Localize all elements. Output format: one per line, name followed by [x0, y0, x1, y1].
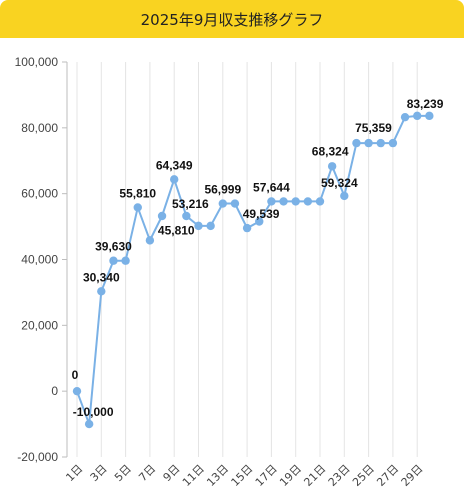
data-point [109, 256, 118, 265]
grid-layer [76, 62, 418, 457]
data-point [72, 386, 82, 396]
x-tick-label: 3日 [88, 462, 110, 484]
data-label: 83,239 [407, 97, 444, 111]
y-tick-label: 20,000 [21, 318, 58, 332]
data-point [400, 112, 410, 122]
data-label: 39,630 [95, 240, 132, 254]
axes-layer: -20,000 0 20,000 40,000 60,000 80,000 100,000 1… [15, 55, 426, 489]
data-point [425, 111, 434, 121]
data-point [291, 197, 300, 206]
series-layer [72, 111, 434, 429]
x-tick-label: 1日 [63, 462, 85, 484]
data-point [170, 175, 179, 184]
x-tick-label: 11日 [180, 462, 207, 489]
data-label: 56,999 [204, 183, 241, 197]
data-point [352, 138, 361, 148]
data-point [242, 223, 252, 233]
data-point [279, 197, 288, 206]
data-point [84, 419, 94, 429]
x-tick-label: 29日 [399, 462, 426, 489]
data-label: 68,324 [312, 144, 349, 158]
x-tick-label: 15日 [229, 462, 256, 489]
data-point [230, 199, 240, 208]
data-label: 55,810 [119, 186, 156, 200]
y-tick-label: 100,000 [15, 55, 59, 69]
x-tick-label: 7日 [136, 462, 158, 484]
data-label: 75,359 [355, 121, 392, 135]
data-point [145, 236, 155, 245]
data-point [194, 221, 203, 231]
data-point [376, 138, 385, 148]
data-point [315, 197, 325, 206]
data-point [340, 191, 349, 201]
data-point [97, 287, 106, 296]
y-tick-label: 80,000 [21, 121, 58, 135]
data-point [303, 197, 313, 206]
data-labels-layer: 0 -10,000 30,340 39,630 55,810 45,810 64,349 53… [72, 97, 444, 419]
data-label: 49,539 [243, 207, 280, 221]
data-label: 57,644 [253, 180, 290, 194]
y-tick-label: 0 [51, 384, 58, 398]
x-tick-label: 23日 [326, 462, 353, 489]
x-tick-label: 19日 [277, 462, 304, 489]
data-label: 64,349 [156, 158, 193, 172]
x-tick-label: 21日 [301, 462, 328, 489]
x-tick-label: 27日 [374, 462, 401, 489]
data-point [218, 199, 227, 208]
y-tick-label: 60,000 [21, 187, 58, 201]
data-label: 53,216 [172, 197, 209, 211]
x-tick-label: 25日 [350, 462, 377, 489]
data-label: 45,810 [158, 223, 195, 237]
data-label: 59,324 [321, 176, 358, 190]
x-tick-label: 9日 [161, 462, 183, 484]
y-tick-label: 40,000 [21, 253, 58, 267]
data-point [413, 111, 422, 121]
data-label: 0 [72, 368, 79, 382]
x-tick-label: 17日 [253, 462, 280, 489]
data-point [133, 203, 142, 212]
data-point [327, 162, 337, 171]
data-point [267, 197, 276, 206]
x-tick-label: 5日 [112, 462, 134, 484]
data-point [364, 138, 373, 148]
data-point [206, 221, 215, 231]
x-tick-label: 13日 [204, 462, 231, 489]
data-point [182, 211, 191, 221]
data-point [388, 138, 398, 148]
data-point [255, 217, 264, 226]
data-point [121, 256, 130, 265]
chart-title-bar: 2025年9月収支推移グラフ [0, 0, 464, 38]
data-label: -10,000 [73, 405, 114, 419]
data-point [157, 211, 167, 221]
chart-title: 2025年9月収支推移グラフ [140, 10, 324, 29]
y-tick-label: -20,000 [17, 450, 58, 464]
data-label: 30,340 [83, 270, 120, 284]
series-line [76, 114, 430, 425]
